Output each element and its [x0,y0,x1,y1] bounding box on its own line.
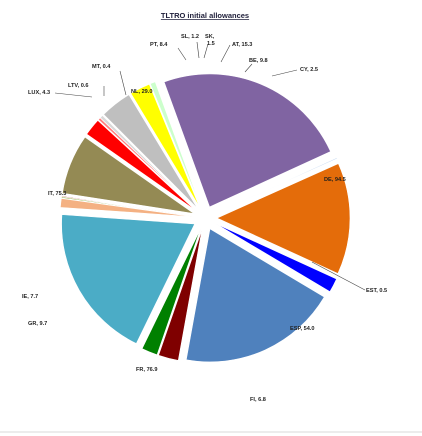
slice-label-be: BE, 9.8 [249,58,268,64]
slice-nl [62,136,195,214]
slices-group [60,73,351,363]
slice-label-est: EST, 0.5 [366,288,387,294]
leader-est [311,261,366,291]
slice-fi [215,223,337,293]
leader-lux [54,92,93,98]
leader-be [244,63,253,73]
slice-cy [149,81,201,207]
slice-label-ltv: LTV, 0.6 [68,83,89,89]
slice-label-it: IT, 75.3 [48,191,66,197]
chart-title: TLTRO initial allowances [161,11,249,20]
leader-cy [271,69,298,77]
leader-sl [196,41,200,59]
slice-lux [60,198,194,218]
slice-label-ie: IE, 7.7 [22,294,38,300]
slice-label-fi: FI, 6.8 [250,397,266,403]
slice-de [163,73,331,208]
slice-esp [216,163,351,274]
slice-label-mt: MT, 0.4 [92,64,111,70]
slice-label-esp: ESP, 54.0 [290,326,314,332]
slice-label-cy: CY, 2.5 [300,67,318,73]
labels-group: DE, 94.5 EST, 0.5 ESP, 54.0 FI, 6.8 FR, 76.9… [22,34,387,403]
slice-label-lux: LUX, 4.3 [28,90,50,96]
slice-label-sk: SK, 1.5 [205,34,215,47]
slice-at [103,94,198,209]
slice-label-de: DE, 94.5 [324,177,346,183]
slice-be [130,83,200,208]
slice-label-fr: FR, 76.9 [136,367,157,373]
leaders-group [54,41,366,291]
slice-label-nl: NL, 29.0 [131,89,152,95]
slice-label-sl: SL, 1.2 [181,34,199,40]
slice-label-pt: PT, 8.4 [150,42,168,48]
slice-gr [158,229,203,361]
leader-mt [119,70,127,96]
slice-label-at: AT, 15.3 [232,42,252,48]
slice-ie [141,228,201,356]
slice-fr [185,228,325,363]
slice-pt [86,119,196,211]
slice-label-gr: GR, 9.7 [28,321,47,327]
slice-mt [61,195,194,217]
slice-sk [99,115,197,210]
leader-sk [203,43,209,59]
leader-pt [177,47,187,61]
slice-it [61,214,196,344]
slice-est [215,157,338,214]
leader-at [220,44,231,63]
